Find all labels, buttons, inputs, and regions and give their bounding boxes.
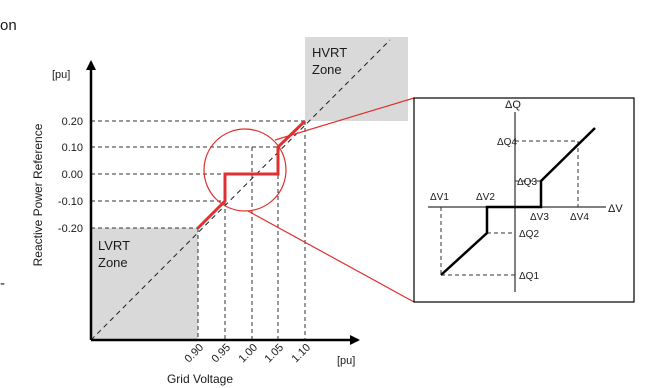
reference-diagonal — [90, 39, 391, 341]
clipped-text-left: - — [0, 275, 5, 292]
hvrt-zone-label-line2: Zone — [312, 62, 342, 77]
inset-q-label: ΔQ3 — [517, 177, 537, 188]
x-tick-label: 0.95 — [209, 342, 233, 366]
y-tick-label: -0.20 — [58, 223, 83, 235]
inset-y-axis-label: ΔQ — [505, 99, 521, 111]
inset-v-label: ΔV4 — [570, 212, 589, 223]
x-unit-label: [pu] — [337, 355, 355, 367]
x-axis-title: Grid Voltage — [167, 372, 233, 386]
hvrt-zone-label-line1: HVRT — [312, 45, 347, 60]
inset-q-label: ΔQ1 — [519, 271, 539, 282]
lvrt-zone-label-line1: LVRT — [98, 238, 130, 253]
y-tick-label: 0.10 — [62, 142, 83, 154]
x-tick-label: 1.05 — [262, 342, 286, 366]
inset-v-label: ΔV3 — [530, 212, 549, 223]
x-tick-label: 1.00 — [236, 342, 260, 366]
hvrt-zone — [305, 37, 408, 121]
y-tick-label: 0.20 — [62, 116, 83, 128]
zoom-circle — [203, 128, 287, 212]
inset-q-label: ΔQ4 — [497, 137, 517, 148]
inset-v-label: ΔV1 — [430, 192, 449, 203]
x-guide-lines — [197, 121, 306, 340]
x-tick-label: 1.10 — [289, 342, 313, 366]
y-tick-label: -0.10 — [58, 196, 83, 208]
inset-characteristic — [440, 127, 596, 276]
reactive-power-curve — [196, 119, 307, 230]
callout-line-top — [274, 97, 415, 141]
inset-v-label: ΔV2 — [476, 192, 495, 203]
inset-x-axis-label: ΔV — [608, 203, 623, 215]
y-tick-label: 0.00 — [62, 169, 83, 181]
inset-q-label: ΔQ2 — [519, 229, 539, 240]
y-unit-label: [pu] — [52, 69, 70, 81]
inset-frame — [413, 97, 635, 303]
lvrt-zone-label-line2: Zone — [98, 255, 128, 270]
y-axis-title: Reactive Power Reference — [31, 123, 45, 266]
lvrt-zone — [91, 228, 198, 340]
callout-line-bottom — [247, 210, 415, 303]
clipped-text-top-left: on — [0, 17, 17, 34]
x-tick-label: 0.90 — [182, 342, 206, 366]
